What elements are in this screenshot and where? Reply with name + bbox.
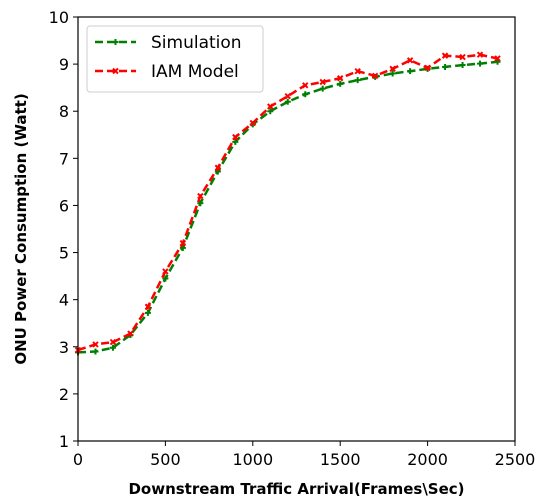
data-point <box>267 108 274 115</box>
y-tick-label: 2 <box>59 385 69 404</box>
data-point <box>442 63 449 70</box>
legend: Simulation IAM Model <box>86 25 264 93</box>
data-point <box>477 60 484 67</box>
data-point <box>109 344 116 351</box>
series-line-simulation <box>77 60 498 354</box>
data-point <box>389 70 396 77</box>
data-point <box>162 275 169 282</box>
data-point <box>179 239 187 247</box>
data-point <box>389 65 396 73</box>
data-point <box>267 103 274 110</box>
y-tick-label: 1 <box>59 432 69 451</box>
data-point <box>127 330 134 337</box>
y-tick-label: 10 <box>49 8 69 27</box>
data-point <box>92 348 99 355</box>
y-tick-label: 6 <box>59 196 69 215</box>
y-tick-label: 9 <box>59 55 69 74</box>
y-tick-label: 8 <box>59 102 69 121</box>
data-point <box>162 268 169 275</box>
y-axis-label: ONU Power Consumption (Watt) <box>12 93 30 364</box>
legend-marker-simulation <box>112 39 119 45</box>
legend-entry-simulation: Simulation <box>95 33 242 53</box>
data-point <box>476 51 484 58</box>
ticks-layer: 0 500 1000 1500 2000 2500 1 2 3 4 5 6 7 8 9 10 <box>49 8 536 469</box>
x-tick-label: 1000 <box>232 450 273 469</box>
data-point <box>354 77 361 84</box>
data-point <box>249 119 257 127</box>
x-tick-label: 0 <box>73 450 83 469</box>
data-point <box>232 133 239 141</box>
data-point <box>197 200 204 207</box>
y-tick-label: 5 <box>59 244 69 263</box>
series-iam-model <box>74 51 501 354</box>
data-point <box>302 91 309 98</box>
data-point <box>494 55 501 62</box>
x-tick-label: 2000 <box>407 450 448 469</box>
legend-marker-iam-model <box>112 67 119 75</box>
legend-entry-iam-model: IAM Model <box>95 62 239 82</box>
data-point <box>214 164 222 171</box>
series-simulation <box>75 58 501 356</box>
data-point <box>197 192 204 200</box>
x-tick-label: 500 <box>150 450 181 469</box>
data-point <box>459 62 466 69</box>
data-point <box>407 68 414 75</box>
data-point <box>109 338 117 346</box>
data-point <box>92 341 99 348</box>
series-layer <box>74 51 501 356</box>
y-tick-label: 7 <box>59 149 69 168</box>
data-point <box>336 75 344 82</box>
data-point <box>284 92 291 100</box>
y-tick-label: 3 <box>59 338 69 357</box>
data-point <box>441 52 449 59</box>
plot-frame <box>77 16 516 442</box>
legend-label-simulation: Simulation <box>151 33 242 53</box>
data-point <box>459 53 466 61</box>
data-point <box>179 244 186 251</box>
data-point <box>406 57 414 64</box>
data-point <box>371 72 379 80</box>
data-point <box>144 303 152 310</box>
data-point <box>284 98 291 105</box>
x-axis-label: Downstream Traffic Arrival(Frames\Sec) <box>128 480 464 498</box>
data-point <box>354 67 361 75</box>
data-point <box>232 138 239 145</box>
data-point <box>144 309 151 316</box>
data-point <box>319 78 326 86</box>
legend-label-iam-model: IAM Model <box>151 62 239 82</box>
data-point <box>302 82 309 89</box>
x-tick-label: 2500 <box>495 450 536 469</box>
data-point <box>424 64 431 72</box>
data-point <box>337 80 344 87</box>
y-tick-label: 4 <box>59 291 69 310</box>
x-tick-label: 1500 <box>320 450 361 469</box>
data-point <box>319 85 326 92</box>
